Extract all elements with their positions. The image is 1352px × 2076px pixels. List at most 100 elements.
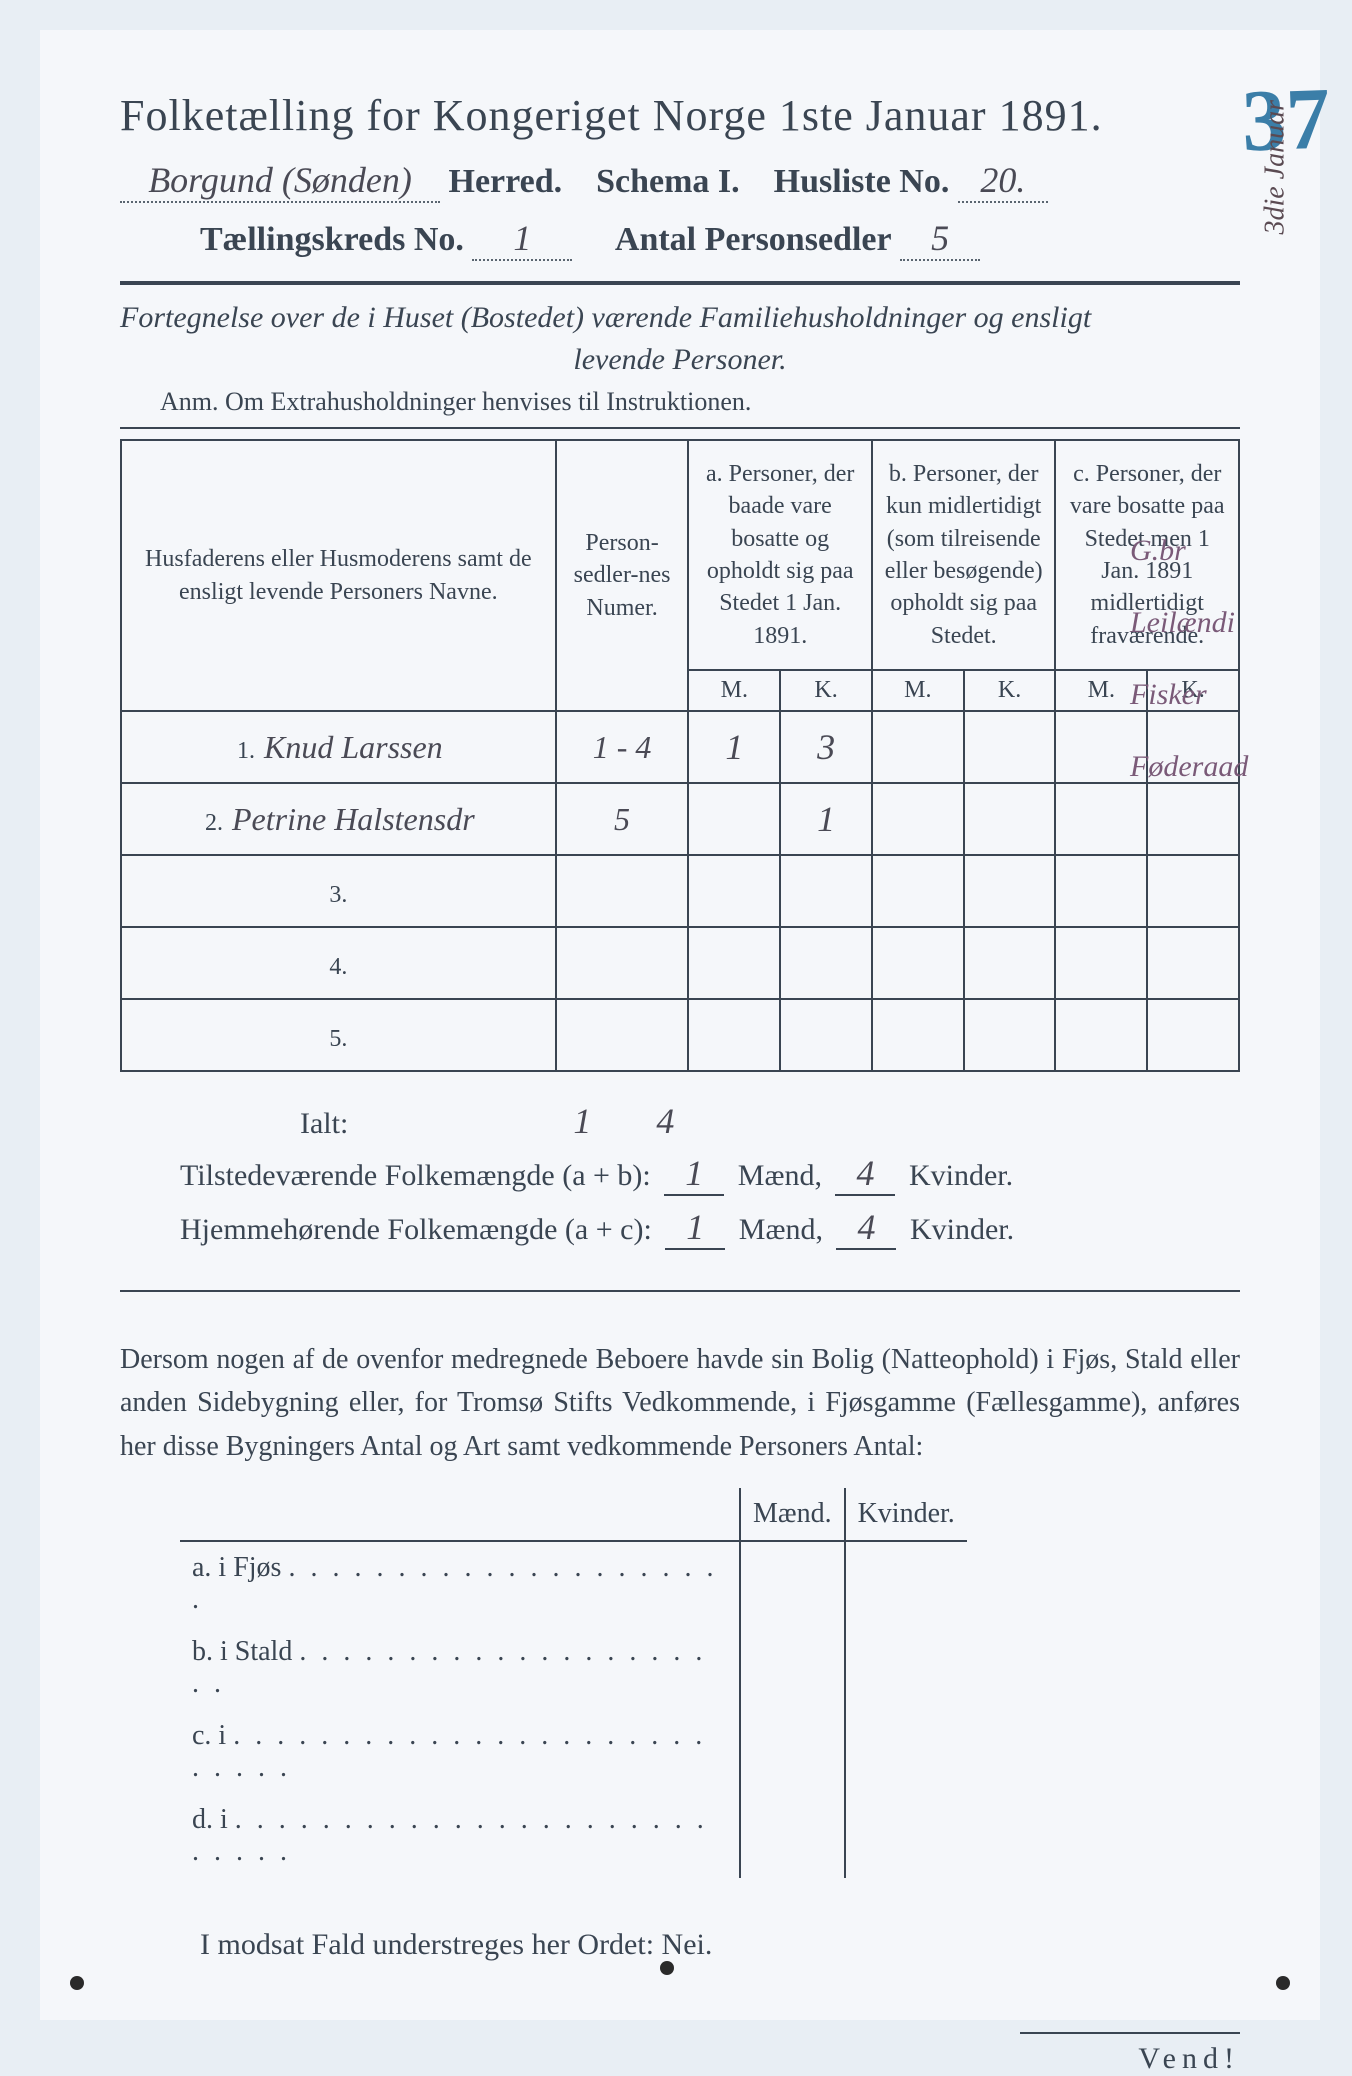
herred-handwritten: Borgund (Sønden)	[120, 159, 440, 203]
cell-a-k	[780, 855, 872, 927]
herred-label: Herred.	[449, 163, 563, 200]
present-label: Tilstedeværende Folkemængde (a + b):	[180, 1159, 651, 1192]
cell-name: 1. Knud Larssen	[121, 711, 556, 783]
margin-date-note: 3die Januar	[1260, 100, 1292, 235]
table-row: 4.	[121, 927, 1239, 999]
cell-b-m	[872, 999, 964, 1071]
resident-label: Hjemmehørende Folkemængde (a + c):	[180, 1213, 652, 1246]
cell-name: 4.	[121, 927, 556, 999]
header-line-herred: Borgund (Sønden) Herred. Schema I. Husli…	[120, 159, 1240, 203]
cell-num	[556, 855, 689, 927]
cell-c-m	[1055, 927, 1147, 999]
kreds-number: 1	[472, 217, 572, 261]
table-row: 2. Petrine Halstensdr5 1	[121, 783, 1239, 855]
cell-name: 2. Petrine Halstensdr	[121, 783, 556, 855]
table-row: 1. Knud Larssen1 - 413	[121, 711, 1239, 783]
cell-a-m: 1	[688, 711, 780, 783]
cell-a-m	[688, 999, 780, 1071]
husliste-number: 20.	[958, 159, 1048, 203]
table-row: 5.	[121, 999, 1239, 1071]
cell-b-k	[964, 711, 1056, 783]
nei-line: I modsat Fald understreges her Ordet: Ne…	[200, 1928, 1240, 1962]
table-row: 3.	[121, 855, 1239, 927]
abcd-a: a. i Fjøs . . . . . . . . . . . . . . . …	[180, 1541, 740, 1626]
th-name: Husfaderens eller Husmoderens samt de en…	[121, 440, 556, 711]
kvinder-label: Kvinder.	[909, 1159, 1013, 1192]
abcd-c: c. i . . . . . . . . . . . . . . . . . .…	[180, 1710, 740, 1794]
margin-note: Fisker	[1130, 659, 1270, 731]
abcd-b: b. i Stald . . . . . . . . . . . . . . .…	[180, 1626, 740, 1710]
cell-c-k	[1147, 999, 1239, 1071]
outbuildings-table: Mænd. Kvinder. a. i Fjøs . . . . . . . .…	[180, 1488, 967, 1878]
households-table: Husfaderens eller Husmoderens samt de en…	[120, 439, 1240, 1072]
th-a: a. Personer, der baade vare bosatte og o…	[688, 440, 872, 670]
subtitle-line2: levende Personer.	[120, 343, 1240, 377]
total-present-line: Tilstedeværende Folkemængde (a + b): 1 M…	[180, 1152, 1240, 1196]
cell-a-m	[688, 927, 780, 999]
ialt-row: Ialt: 1 4	[300, 1100, 1240, 1142]
abcd-d: d. i . . . . . . . . . . . . . . . . . .…	[180, 1794, 740, 1878]
kreds-label: Tællingskreds No.	[200, 221, 464, 258]
margin-note: Leilændi	[1130, 587, 1270, 659]
cell-num	[556, 927, 689, 999]
page-title: Folketælling for Kongeriget Norge 1ste J…	[120, 90, 1240, 141]
cell-num	[556, 999, 689, 1071]
th-b-k: K.	[964, 670, 1056, 711]
abcd-maend: Mænd.	[740, 1488, 845, 1541]
vend-label: Vend!	[1020, 2032, 1240, 2076]
cell-b-k	[964, 783, 1056, 855]
total-resident-line: Hjemmehørende Folkemængde (a + c): 1 Mæn…	[180, 1206, 1240, 1250]
kvinder-label: Kvinder.	[910, 1213, 1014, 1246]
header-line-kreds: Tællingskreds No. 1 Antal Personsedler 5	[120, 217, 1240, 261]
present-k: 4	[835, 1152, 895, 1196]
th-b-m: M.	[872, 670, 964, 711]
margin-note: Føderaad	[1130, 731, 1270, 803]
cell-c-k	[1147, 855, 1239, 927]
husliste-label: Husliste No.	[774, 163, 950, 200]
cell-b-m	[872, 927, 964, 999]
cell-a-m	[688, 855, 780, 927]
resident-k: 4	[836, 1206, 896, 1250]
personsedler-label: Antal Personsedler	[615, 221, 892, 258]
schema-label: Schema I.	[596, 163, 740, 200]
binding-pin-icon	[1276, 1976, 1290, 1990]
cell-num: 5	[556, 783, 689, 855]
cell-b-k	[964, 855, 1056, 927]
rule-thin	[120, 427, 1240, 429]
margin-occupation-notes: G.br Leilændi Fisker Føderaad	[1130, 515, 1270, 803]
maend-label: Mænd,	[738, 1159, 822, 1192]
present-m: 1	[664, 1152, 724, 1196]
outbuilding-paragraph: Dersom nogen af de ovenfor medregnede Be…	[120, 1338, 1240, 1468]
maend-label: Mænd,	[739, 1213, 823, 1246]
cell-b-k	[964, 999, 1056, 1071]
th-b: b. Personer, der kun midlertidigt (som t…	[872, 440, 1056, 670]
census-form-page: 37 3die Januar Folketælling for Kongerig…	[40, 30, 1320, 2020]
cell-num: 1 - 4	[556, 711, 689, 783]
th-a-m: M.	[688, 670, 780, 711]
abcd-kvinder: Kvinder.	[845, 1488, 967, 1541]
cell-b-m	[872, 855, 964, 927]
cell-b-m	[872, 711, 964, 783]
th-num: Person-sedler-nes Numer.	[556, 440, 689, 711]
th-a-k: K.	[780, 670, 872, 711]
cell-a-k: 3	[780, 711, 872, 783]
binding-pin-icon	[660, 1961, 674, 1975]
cell-a-k	[780, 999, 872, 1071]
ialt-label: Ialt:	[300, 1107, 348, 1140]
cell-name: 5.	[121, 999, 556, 1071]
subtitle-line1: Fortegnelse over de i Huset (Bostedet) v…	[120, 301, 1240, 335]
cell-c-m	[1055, 999, 1147, 1071]
cell-a-m	[688, 783, 780, 855]
cell-c-k	[1147, 927, 1239, 999]
cell-a-k	[780, 927, 872, 999]
rule-thin	[120, 1290, 1240, 1292]
binding-pin-icon	[70, 1976, 84, 1990]
margin-note: G.br	[1130, 515, 1270, 587]
resident-m: 1	[665, 1206, 725, 1250]
cell-c-m	[1055, 855, 1147, 927]
cell-a-k: 1	[780, 783, 872, 855]
ialt-m: 1	[573, 1101, 591, 1141]
rule-divider	[120, 281, 1240, 285]
cell-b-k	[964, 927, 1056, 999]
personsedler-count: 5	[900, 217, 980, 261]
